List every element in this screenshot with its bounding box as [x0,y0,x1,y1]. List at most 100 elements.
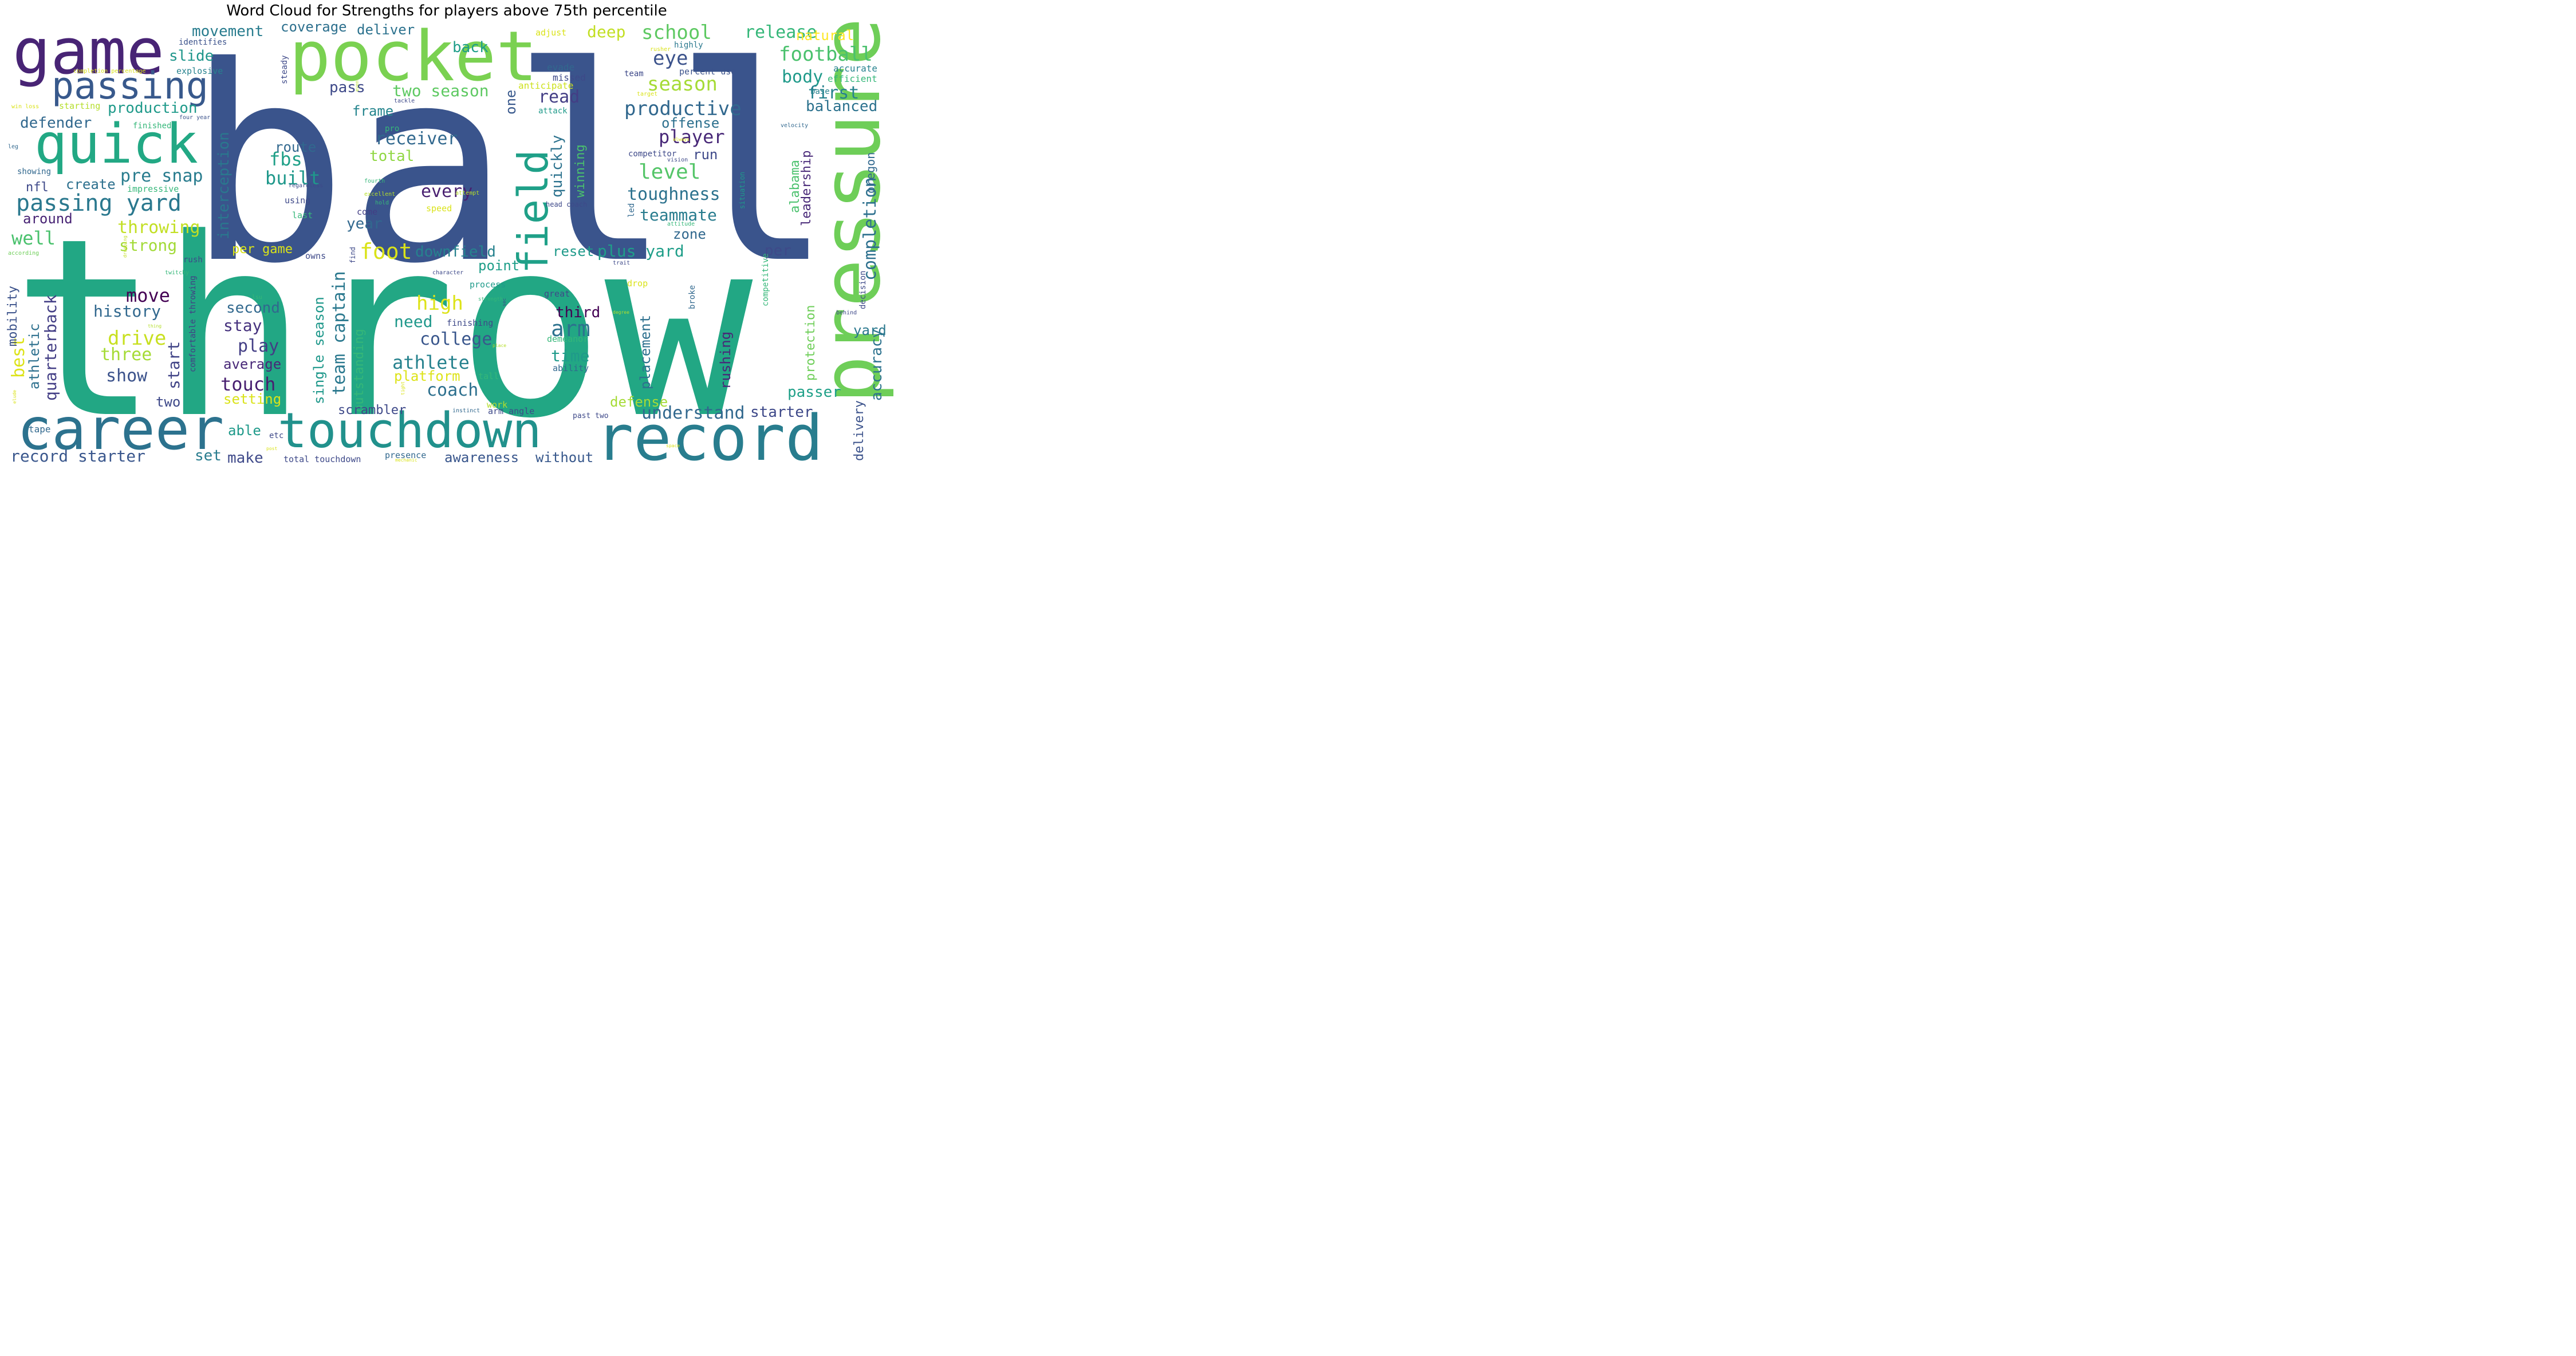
word-production: production [108,100,198,117]
word-according: according [8,250,40,257]
word-stay: stay [223,316,262,335]
word-make: make [227,450,263,467]
word-leg: leg [8,144,19,150]
word-head-coach: head coach [546,200,588,208]
word-twitchy: twitchy [165,270,190,276]
word-productive: productive [624,97,742,120]
word-work: work [487,400,508,410]
word-athlete: athlete [392,352,470,373]
word-fourth: fourth [364,178,385,184]
word-starter: starter [750,404,813,421]
word-every: every [421,182,473,202]
word-fbs: fbs [269,148,302,170]
word-space: space [666,443,680,448]
word-protection: protection [803,305,818,381]
word-owns: owns [305,251,326,261]
word-setting: setting [223,391,282,407]
word-demeanor: demeanor [547,334,589,344]
word-coverage: coverage [281,19,347,35]
word-find: find [349,247,357,263]
word-four-year: four year [179,115,211,121]
word-single-season: single season [311,297,327,404]
word-platform: platform [394,368,460,384]
word-per: per [765,242,791,259]
word-always: always [673,137,690,142]
word-tall: tall [478,371,499,381]
word-dropping: dropping [123,235,128,258]
word-pass: pass [329,79,365,96]
word-behind: behind [836,310,857,316]
word-team-captain: team captain [329,271,349,395]
word-season: season [647,73,718,96]
word-defense: defense [610,394,668,410]
word-play: play [238,336,279,356]
word-even: even [355,80,360,92]
word-hold: hold [375,200,389,206]
word-plus-yard: plus yard [597,242,684,261]
word-explosive: explosive [176,66,223,76]
word-drop: drop [627,278,648,289]
word-cloud: throw ball pocket game pressure career record t… [0,0,893,471]
word-missed: missed [553,72,586,83]
word-arm-angle: arm angle [488,406,535,416]
word-vision: vision [667,157,688,163]
word-quickly: quickly [549,135,566,198]
word-presence: presence [385,450,427,460]
word-sec: sec [502,298,507,306]
word-athletic: athletic [26,323,42,389]
word-situation: situation [738,171,746,209]
word-finished: finished [133,121,172,131]
word-one: one [503,89,519,115]
word-last: last [292,210,313,220]
word-placement: placement [637,314,653,389]
word-tackle: tackle [394,98,415,104]
word-record-starter: record starter [10,447,146,466]
word-mobility: mobility [6,286,20,346]
word-quick: quick [34,113,198,176]
word-arm: arm [551,316,590,341]
word-school: school [641,21,712,44]
word-ball: ball [186,9,834,322]
word-trait: trait [613,260,631,266]
word-second: second [226,299,280,317]
word-highly: highly [674,41,703,50]
word-third: third [556,304,601,321]
word-show: show [106,366,148,386]
figure-title: Word Cloud for Strengths for players abo… [226,2,667,19]
word-defender: defender [20,115,92,132]
word-showing: showing [17,167,52,176]
word-understand: understand [641,403,745,423]
word-completion-percentage: completion percentage [73,68,146,74]
word-tape: tape [29,424,51,435]
word-average: average [223,356,282,372]
word-set: set [195,447,222,464]
word-pro: pro [385,124,400,133]
word-slide: slide [169,48,214,65]
word-accurate: accurate [833,63,878,74]
word-great: great [544,289,570,299]
word-identifies: identifies [179,38,227,47]
word-passing: passing [52,65,208,108]
word-excellent: excellent [364,191,396,198]
word-run: run [693,147,718,163]
word-throw: throw [11,186,753,471]
word-delivery: delivery [852,400,866,461]
word-alabama: alabama [788,160,802,213]
word-post: post [266,446,278,451]
word-per-game: per game [232,242,293,257]
word-interception: interception [215,132,233,239]
word-career: career [17,396,224,463]
word-eye: eye [653,47,688,70]
word-without: without [535,450,594,466]
word-finishing: finishing [447,318,494,328]
word-built: built [265,167,321,189]
word-win-loss: win loss [11,104,40,110]
word-game: game [13,15,164,88]
word-comfortable-throwing: comfortable throwing [188,275,198,372]
word-evade: evade [547,62,575,73]
word-accuracy: accuracy [868,329,885,401]
word-percent-use: percent use [679,66,736,77]
word-football: football [779,43,873,66]
word-well: well [11,227,56,249]
word-lsu: lsu [252,294,263,301]
